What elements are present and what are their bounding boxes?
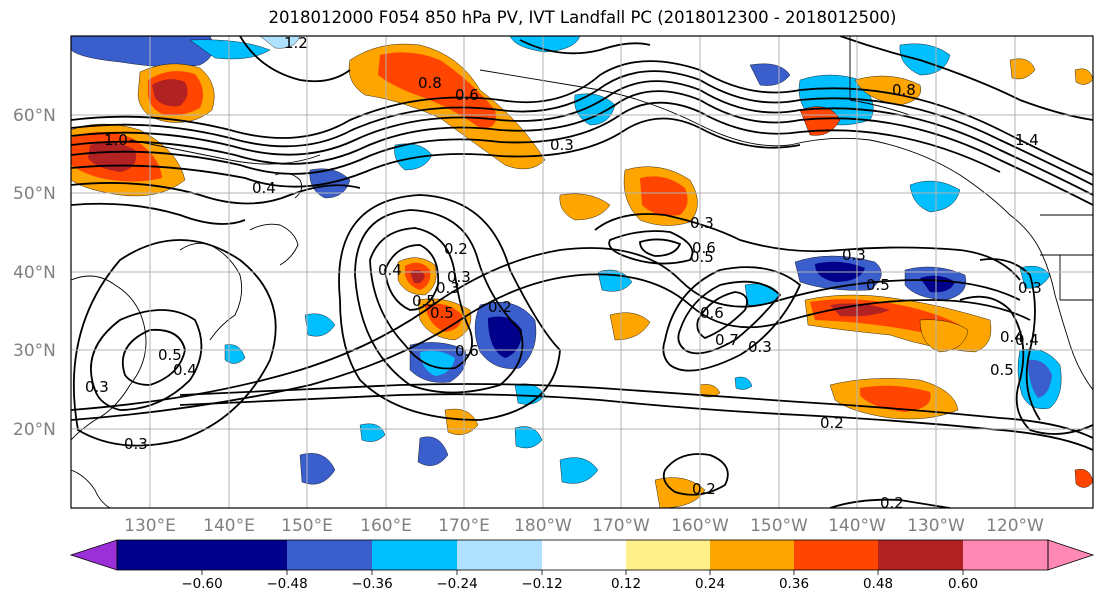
contour-label: 0.4 bbox=[252, 179, 276, 197]
contour-label: 0.2 bbox=[820, 414, 844, 432]
lon-label: 130°W bbox=[907, 516, 965, 536]
contour-label: 0.6 bbox=[455, 86, 479, 104]
contour-label: 0.3 bbox=[85, 378, 109, 396]
lon-label: 130°E bbox=[124, 516, 176, 536]
lon-label: 160°E bbox=[360, 516, 412, 536]
contour-label: 0.6 bbox=[700, 304, 724, 322]
lat-label: 50°N bbox=[13, 184, 56, 204]
lon-label: 120°W bbox=[986, 516, 1044, 536]
colorbar-tick-label: −0.48 bbox=[266, 576, 307, 592]
contour-label: 0.5 bbox=[412, 292, 436, 310]
contour-label: 0.4 bbox=[173, 361, 197, 379]
contour-label: 1.2 bbox=[284, 34, 308, 52]
lon-label: 140°W bbox=[828, 516, 886, 536]
contour-label: 0.6 bbox=[455, 342, 479, 360]
contour-label: 1.4 bbox=[1015, 131, 1039, 149]
contour-label: 0.2 bbox=[488, 298, 512, 316]
contour-label: 0.3 bbox=[550, 136, 574, 154]
pv-shading bbox=[71, 36, 1093, 508]
lon-label: 160°W bbox=[671, 516, 729, 536]
ivt-contours bbox=[71, 36, 1093, 508]
coastlines bbox=[71, 36, 1093, 508]
lon-label: 180°W bbox=[514, 516, 572, 536]
contour-label: 0.5 bbox=[690, 248, 714, 266]
contour-label: 1.0 bbox=[104, 131, 128, 149]
colorbar-tick-label: 0.24 bbox=[695, 576, 725, 592]
contour-label: 0.8 bbox=[892, 81, 916, 99]
contour-label: 0.3 bbox=[124, 435, 148, 453]
colorbar-tick-label: −0.60 bbox=[181, 576, 222, 592]
contour-label: 0.5 bbox=[990, 361, 1014, 379]
lon-label: 170°E bbox=[438, 516, 490, 536]
colorbar-min-extend bbox=[69, 539, 118, 571]
contour-label: 0.3 bbox=[842, 246, 866, 264]
contour-label: 0.8 bbox=[418, 74, 442, 92]
colorbar-swatch bbox=[794, 540, 878, 570]
contour-label: 0.4 bbox=[1015, 331, 1039, 349]
graticule bbox=[71, 36, 1093, 508]
contour-label: 0.5 bbox=[430, 304, 454, 322]
lon-label: 140°E bbox=[203, 516, 255, 536]
contour-label: 0.4 bbox=[378, 261, 402, 279]
colorbar-swatch bbox=[878, 540, 963, 570]
colorbar-swatch bbox=[287, 540, 372, 570]
map-title: 2018012000 F054 850 hPa PV, IVT Landfall… bbox=[268, 8, 897, 27]
contour-label-group: 1.0 1.2 0.8 0.6 0.3 0.4 0.2 0.3 0.4 0.5 … bbox=[85, 34, 1042, 512]
colorbar-tick-label: −0.36 bbox=[351, 576, 392, 592]
contour-label: 0.5 bbox=[158, 346, 182, 364]
latitude-axis: 60°N 50°N 40°N 30°N 20°N bbox=[13, 106, 56, 440]
lat-label: 30°N bbox=[13, 341, 56, 361]
colorbar-tick-label: −0.24 bbox=[436, 576, 477, 592]
lon-label: 150°E bbox=[281, 516, 333, 536]
contour-label: 0.3 bbox=[748, 338, 772, 356]
colorbar-swatch bbox=[117, 540, 202, 570]
contour-label: 0.6 bbox=[692, 239, 716, 257]
contour-label: 0.2 bbox=[444, 240, 468, 258]
lat-label: 20°N bbox=[13, 420, 56, 440]
colorbar-swatch bbox=[542, 540, 626, 570]
contour-label: 0.3 bbox=[436, 279, 460, 297]
colorbar-tick-label: 0.36 bbox=[779, 576, 809, 592]
colorbar-swatch bbox=[626, 540, 710, 570]
colorbar-tick-label: 0.48 bbox=[863, 576, 893, 592]
contour-label: 0.2 bbox=[880, 494, 904, 512]
contour-label: 0.3 bbox=[1018, 279, 1042, 297]
colorbar-swatch bbox=[710, 540, 794, 570]
colorbar: −0.60 −0.48 −0.36 −0.24 −0.12 0.12 0.24 … bbox=[69, 539, 1095, 592]
map-frame bbox=[70, 35, 1094, 509]
contour-label: 0.2 bbox=[692, 480, 716, 498]
colorbar-tick-label: −0.12 bbox=[521, 576, 562, 592]
lat-label: 40°N bbox=[13, 263, 56, 283]
longitude-axis: 130°E 140°E 150°E 160°E 170°E 180°W 170°… bbox=[124, 516, 1044, 536]
lon-label: 150°W bbox=[750, 516, 808, 536]
contour-label: 0.4 bbox=[1000, 328, 1024, 346]
colorbar-outline bbox=[116, 539, 1049, 571]
colorbar-tick-label: 0.12 bbox=[611, 576, 641, 592]
contour-label: 0.7 bbox=[715, 331, 739, 349]
colorbar-swatch bbox=[963, 540, 1048, 570]
lon-label: 170°W bbox=[592, 516, 650, 536]
lat-label: 60°N bbox=[13, 106, 56, 126]
contour-label: 0.3 bbox=[447, 268, 471, 286]
colorbar-swatch bbox=[202, 540, 287, 570]
contour-label: 0.5 bbox=[866, 276, 890, 294]
colorbar-tick-label: 0.60 bbox=[948, 576, 978, 592]
colorbar-max-extend bbox=[1047, 539, 1095, 571]
contour-label: 0.3 bbox=[690, 214, 714, 232]
colorbar-swatch bbox=[457, 540, 542, 570]
colorbar-swatch bbox=[372, 540, 457, 570]
